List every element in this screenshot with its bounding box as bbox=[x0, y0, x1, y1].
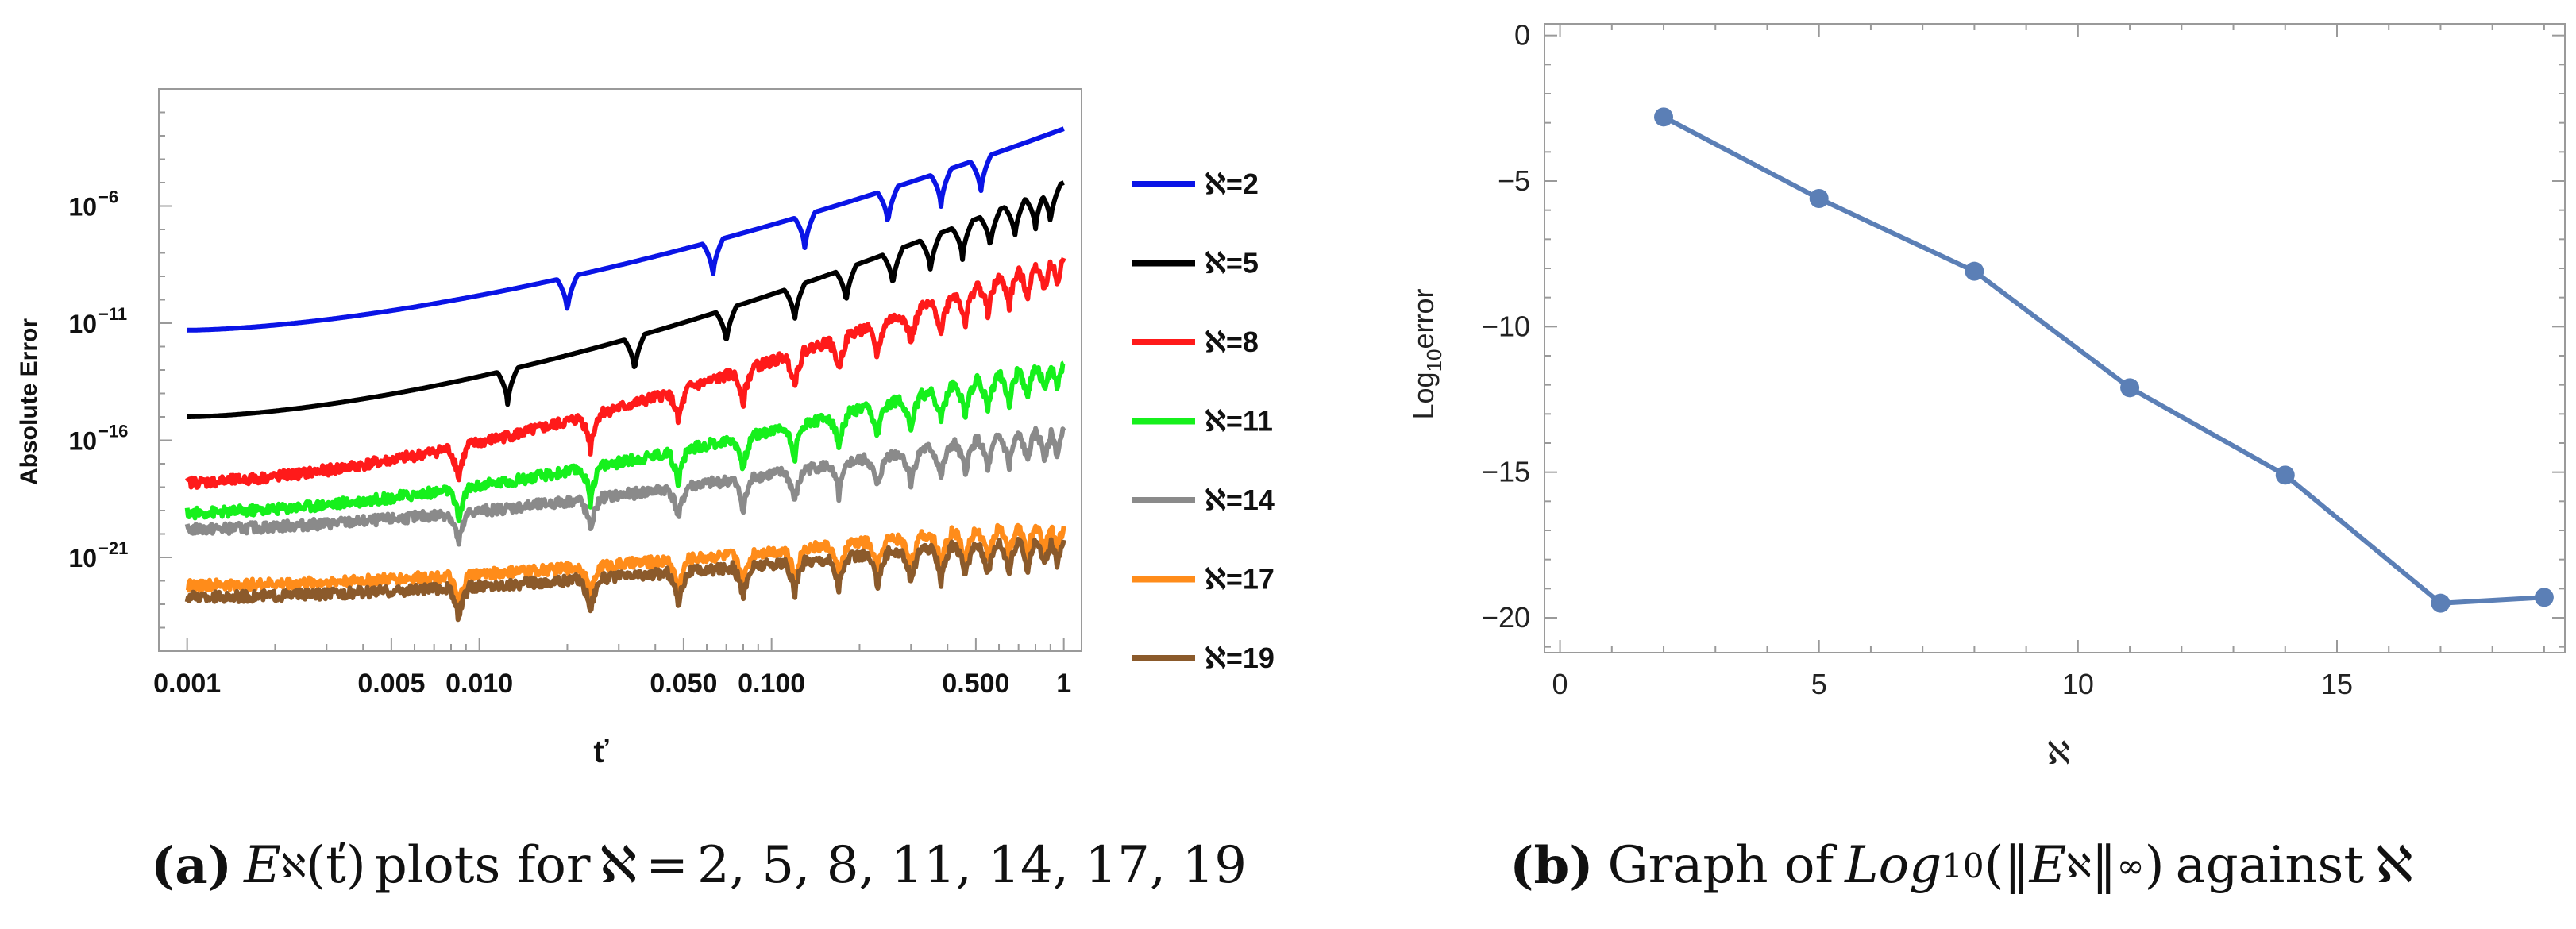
series-line-5 bbox=[184, 426, 1066, 547]
series-line-6 bbox=[185, 522, 1066, 608]
legend-label-2: ℵ=5 bbox=[1205, 247, 1259, 279]
y-tick-label: −5 bbox=[1498, 164, 1530, 197]
data-point-5 bbox=[2275, 465, 2295, 485]
series-line-1 bbox=[185, 126, 1066, 333]
caption-a-text: plots for bbox=[374, 836, 591, 895]
data-point-1 bbox=[1654, 107, 1674, 127]
panel-b-frame bbox=[1544, 23, 2566, 653]
caption-b-label: (b) bbox=[1510, 835, 1594, 896]
legend-label-3: ℵ=8 bbox=[1205, 326, 1259, 358]
error-line bbox=[1662, 114, 2545, 606]
legend-label-1: ℵ=2 bbox=[1205, 168, 1259, 200]
x-tick-label: 0.500 bbox=[942, 669, 1009, 699]
panel-b-chart: 0 5 10 15 0 −5 −10 −15 −20 ℵ Log10error bbox=[1407, 19, 2566, 771]
x-axis-label: ℵ bbox=[2047, 736, 2071, 771]
x-tick-label: 0.050 bbox=[650, 669, 717, 699]
series-line-4 bbox=[184, 360, 1066, 524]
data-point-7 bbox=[2534, 588, 2554, 607]
y-axis-label: Log10error bbox=[1407, 288, 1446, 419]
x-tick-label: 5 bbox=[1811, 668, 1827, 700]
caption-b-func: Log bbox=[1845, 836, 1942, 895]
y-tick-exponent: −16 bbox=[98, 422, 128, 441]
y-tick-label: 10 bbox=[68, 544, 97, 572]
y-tick-label: −10 bbox=[1482, 310, 1530, 342]
x-tick-label: 0 bbox=[1552, 668, 1568, 700]
caption-b-text1: Graph of bbox=[1607, 836, 1834, 895]
legend-label-4: ℵ=11 bbox=[1205, 405, 1273, 438]
y-tick-label: 10 bbox=[68, 427, 97, 456]
x-tick-label: 0.010 bbox=[445, 669, 513, 699]
x-tick-label: 1 bbox=[1056, 669, 1071, 699]
x-tick-label: 0.001 bbox=[153, 669, 221, 699]
x-tick-label: 10 bbox=[2062, 668, 2094, 700]
caption-b-norm-close: ‖ bbox=[2091, 836, 2117, 895]
caption-b-func-sub: 10 bbox=[1942, 846, 1984, 885]
data-point-6 bbox=[2431, 593, 2451, 613]
series-line-3 bbox=[185, 256, 1066, 490]
data-point-3 bbox=[1965, 261, 1984, 281]
caption-b-aleph: ℵ bbox=[2375, 836, 2413, 895]
caption-a-argument: (ť) bbox=[306, 836, 366, 895]
y-tick-label: 10 bbox=[68, 193, 97, 222]
caption-a-aleph: ℵ bbox=[599, 836, 638, 895]
x-tick-label: 0.100 bbox=[738, 669, 805, 699]
x-tick-label: 15 bbox=[2321, 668, 2353, 700]
y-axis-label: Absolute Error bbox=[16, 318, 42, 485]
x-tick-label: 0.005 bbox=[357, 669, 425, 699]
caption-b-norm-inf: ∞ bbox=[2116, 846, 2145, 885]
caption-a-values: 2, 5, 8, 11, 14, 17, 19 bbox=[696, 836, 1247, 895]
caption-a-function: E bbox=[244, 836, 281, 895]
y-tick-label: −15 bbox=[1482, 456, 1530, 488]
y-tick-label: 0 bbox=[1514, 19, 1530, 52]
panel-a-chart: 0.001 0.005 0.010 0.050 0.100 0.500 110 −610 −11… bbox=[16, 88, 1275, 769]
legend-label-7: ℵ=19 bbox=[1205, 642, 1275, 674]
y-tick-exponent: −11 bbox=[98, 304, 127, 324]
data-point-4 bbox=[2120, 378, 2140, 398]
caption-b-norm-open: (‖ bbox=[1984, 836, 2030, 895]
caption-a-equals: = bbox=[646, 836, 688, 895]
legend-label-5: ℵ=14 bbox=[1205, 484, 1275, 516]
caption-b-norm-var: E bbox=[2029, 836, 2067, 895]
y-tick-exponent: −6 bbox=[98, 187, 118, 207]
caption-b-norm-sub: ℵ bbox=[2066, 846, 2092, 885]
legend-label-6: ℵ=17 bbox=[1205, 563, 1275, 596]
caption-b-close: ) bbox=[2144, 836, 2165, 895]
series-line-2 bbox=[185, 180, 1066, 419]
caption-a-label: (a) bbox=[151, 835, 233, 896]
series-line-7 bbox=[184, 537, 1066, 623]
x-axis-label: ť bbox=[593, 734, 609, 769]
y-tick-label: −20 bbox=[1482, 601, 1530, 634]
caption-a-function-sub: ℵ bbox=[280, 846, 307, 885]
data-point-2 bbox=[1809, 189, 1829, 208]
caption-b-text2: against bbox=[2175, 836, 2365, 895]
y-tick-label: 10 bbox=[68, 310, 97, 338]
y-tick-exponent: −21 bbox=[98, 538, 128, 558]
